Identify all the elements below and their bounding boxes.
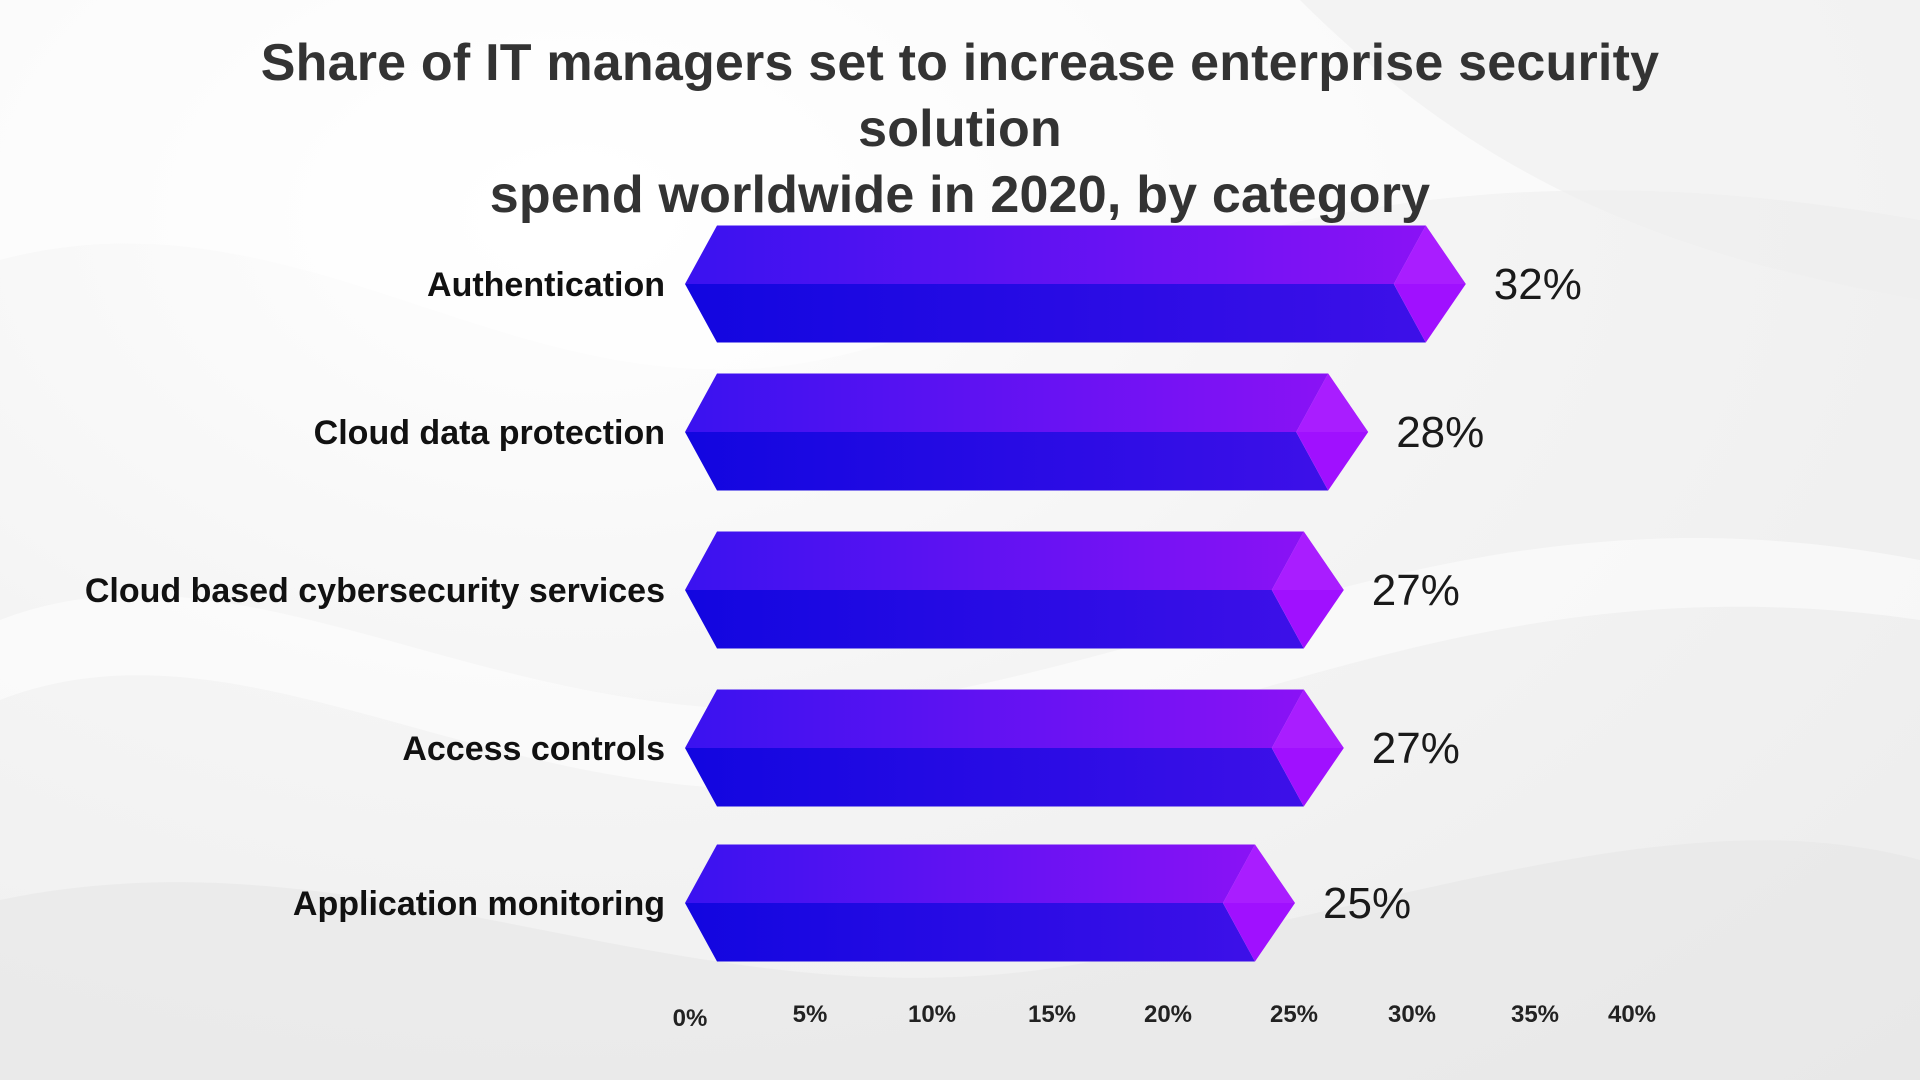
x-tick-label: 15% [1028, 1001, 1076, 1028]
x-axis-ticks: 0% 5% 10% 15% 20% 25% 30% 35% 40% [673, 1001, 1656, 1032]
chart-title: Share of IT managers set to increase ent… [160, 30, 1760, 228]
category-label: Authentication [427, 266, 665, 304]
x-tick-label: 35% [1511, 1001, 1559, 1028]
bar-top-face [685, 225, 1426, 284]
value-label: 28% [1396, 408, 1484, 457]
bar-end-cap-highlight [1393, 225, 1466, 284]
bar [685, 844, 1295, 962]
x-tick-label: 0% [673, 1005, 708, 1032]
x-tick-label: 10% [908, 1001, 956, 1028]
value-labels: 32% 28% 27% 27% 25% [1323, 260, 1582, 928]
bars-layer [685, 225, 1466, 962]
category-label: Access controls [402, 730, 665, 768]
x-tick-label: 5% [793, 1001, 828, 1028]
x-tick-label: 25% [1270, 1001, 1318, 1028]
bar [685, 373, 1369, 491]
bar-bottom-face [685, 903, 1255, 962]
value-label: 32% [1494, 260, 1582, 309]
x-tick-label: 30% [1388, 1001, 1436, 1028]
bar [685, 531, 1344, 649]
x-tick-label: 40% [1608, 1001, 1656, 1028]
bar [685, 689, 1344, 807]
bar-end-cap-highlight [1271, 689, 1344, 748]
chart-title-line-1: Share of IT managers set to increase ent… [260, 34, 1660, 158]
category-label: Cloud data protection [314, 414, 665, 452]
bar-bottom-face [685, 432, 1329, 491]
category-label: Application monitoring [293, 885, 665, 923]
bar-top-face [685, 844, 1255, 903]
category-labels: Authentication Cloud data protection Cloud… [85, 266, 665, 923]
bar-bottom-face [685, 590, 1304, 649]
bar-end-cap-highlight [1296, 373, 1369, 432]
chart-title-line-2: spend worldwide in 2020, by category [489, 166, 1431, 224]
bar-end-cap-highlight [1271, 531, 1344, 590]
bar [685, 225, 1466, 343]
bar-end-cap-highlight [1223, 844, 1295, 903]
category-label: Cloud based cybersecurity services [85, 572, 665, 610]
bar-bottom-face [685, 284, 1426, 343]
bar-top-face [685, 531, 1304, 590]
bar-bottom-face [685, 748, 1304, 807]
bar-top-face [685, 689, 1304, 748]
value-label: 27% [1372, 566, 1460, 615]
value-label: 27% [1372, 724, 1460, 773]
bar-top-face [685, 373, 1329, 432]
value-label: 25% [1323, 879, 1411, 928]
x-tick-label: 20% [1144, 1001, 1192, 1028]
